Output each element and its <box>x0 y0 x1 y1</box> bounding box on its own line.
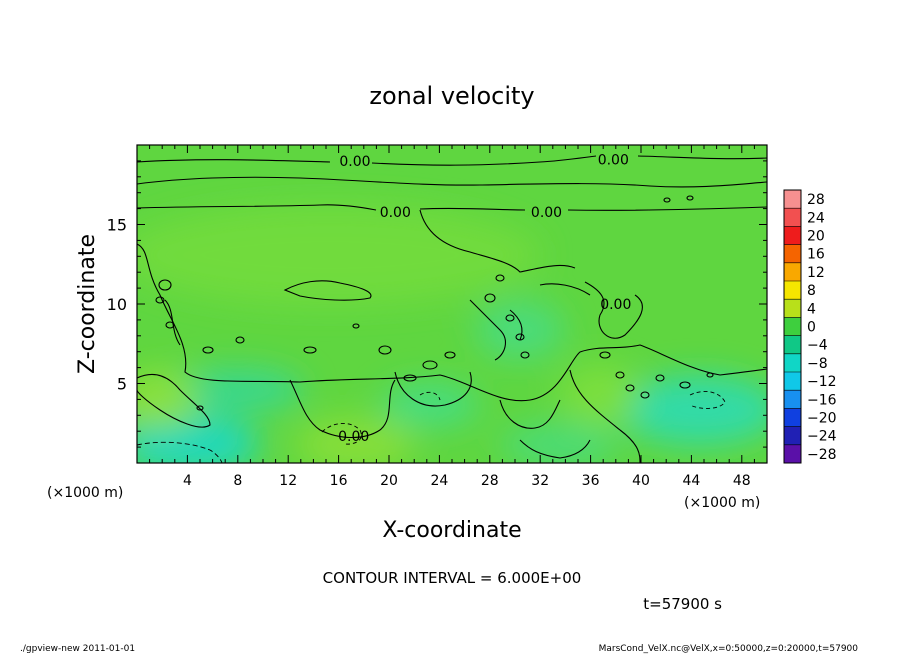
colorbar-swatch <box>784 390 801 409</box>
colorbar-swatch <box>784 408 801 427</box>
x-tick-label: 40 <box>632 473 650 489</box>
field-shading <box>137 205 767 463</box>
footer-left: ./gpview-new 2011-01-01 <box>20 644 135 654</box>
y-tick-label: 15 <box>107 216 127 235</box>
colorbar-swatch <box>784 244 801 263</box>
colorbar-label: 24 <box>807 210 825 226</box>
colorbar-label: 16 <box>807 247 825 263</box>
colorbar-label: 0 <box>807 320 816 336</box>
colorbar-label: 12 <box>807 265 825 281</box>
colorbar-label: −12 <box>807 374 837 390</box>
x-axis-label: X-coordinate <box>382 518 521 543</box>
contour-interval-text: CONTOUR INTERVAL = 6.000E+00 <box>323 569 582 587</box>
x-tick-label: 4 <box>183 473 192 489</box>
y-axis-label: Z-coordinate <box>75 234 100 374</box>
x-tick-label: 32 <box>531 473 549 489</box>
colorbar-swatch <box>784 335 801 354</box>
x-axis-unit-right: (×1000 m) <box>684 495 760 511</box>
colorbar-swatch <box>784 190 801 209</box>
colorbar-label: −28 <box>807 447 837 463</box>
x-tick-label: 8 <box>233 473 242 489</box>
colorbar-label: −16 <box>807 392 837 408</box>
x-tick-label: 12 <box>279 473 297 489</box>
colorbar-swatch <box>784 372 801 391</box>
contour-label: 0.00 <box>380 205 411 221</box>
contour-label: 0.00 <box>339 154 370 170</box>
plot-area: 0.00 0.00 0.00 0.00 0.00 0.00 <box>136 144 768 464</box>
y-tick-label: 10 <box>107 295 127 314</box>
colorbar-swatch <box>784 317 801 336</box>
colorbar: 28 24 20 16 12 8 4 0 −4 −8 −12 −16 −20 −24 −28 <box>783 189 837 464</box>
footer-right: MarsCond_VelX.nc@VelX,x=0:50000,z=0:2000… <box>599 644 859 654</box>
contour-label: 0.00 <box>598 152 629 168</box>
x-tick-label: 48 <box>733 473 751 489</box>
x-tick-label: 20 <box>380 473 398 489</box>
contour-label: 0.00 <box>600 297 631 313</box>
colorbar-label: −4 <box>807 338 828 354</box>
colorbar-label: 4 <box>807 301 816 317</box>
colorbar-label: 28 <box>807 192 825 208</box>
x-axis: 4 8 12 16 20 24 28 32 36 40 44 48 <box>149 145 755 489</box>
time-label: t=57900 s <box>643 595 722 613</box>
colorbar-label: 8 <box>807 283 816 299</box>
colorbar-label: −20 <box>807 411 837 427</box>
y-axis: 5 10 15 <box>107 160 767 448</box>
chart-title: zonal velocity <box>369 82 534 110</box>
colorbar-swatch <box>784 208 801 227</box>
x-tick-label: 24 <box>430 473 448 489</box>
colorbar-label: −8 <box>807 356 828 372</box>
x-tick-label: 44 <box>682 473 700 489</box>
colorbar-label: −24 <box>807 429 837 445</box>
x-axis-unit-left: (×1000 m) <box>47 485 123 501</box>
colorbar-label: 20 <box>807 229 825 245</box>
colorbar-swatch <box>784 444 801 463</box>
y-tick-label: 5 <box>117 375 127 394</box>
contour-label: 0.00 <box>531 205 562 221</box>
colorbar-swatch <box>784 262 801 281</box>
contour-label: 0.00 <box>338 429 369 445</box>
colorbar-swatch <box>784 426 801 445</box>
colorbar-swatch <box>784 299 801 318</box>
colorbar-swatch <box>784 353 801 372</box>
x-tick-label: 28 <box>481 473 499 489</box>
x-tick-label: 36 <box>582 473 600 489</box>
colorbar-swatch <box>784 281 801 300</box>
contour-lines <box>137 155 767 463</box>
x-tick-label: 16 <box>330 473 348 489</box>
contour-labels: 0.00 0.00 0.00 0.00 0.00 0.00 <box>338 152 631 445</box>
colorbar-swatch <box>784 226 801 245</box>
